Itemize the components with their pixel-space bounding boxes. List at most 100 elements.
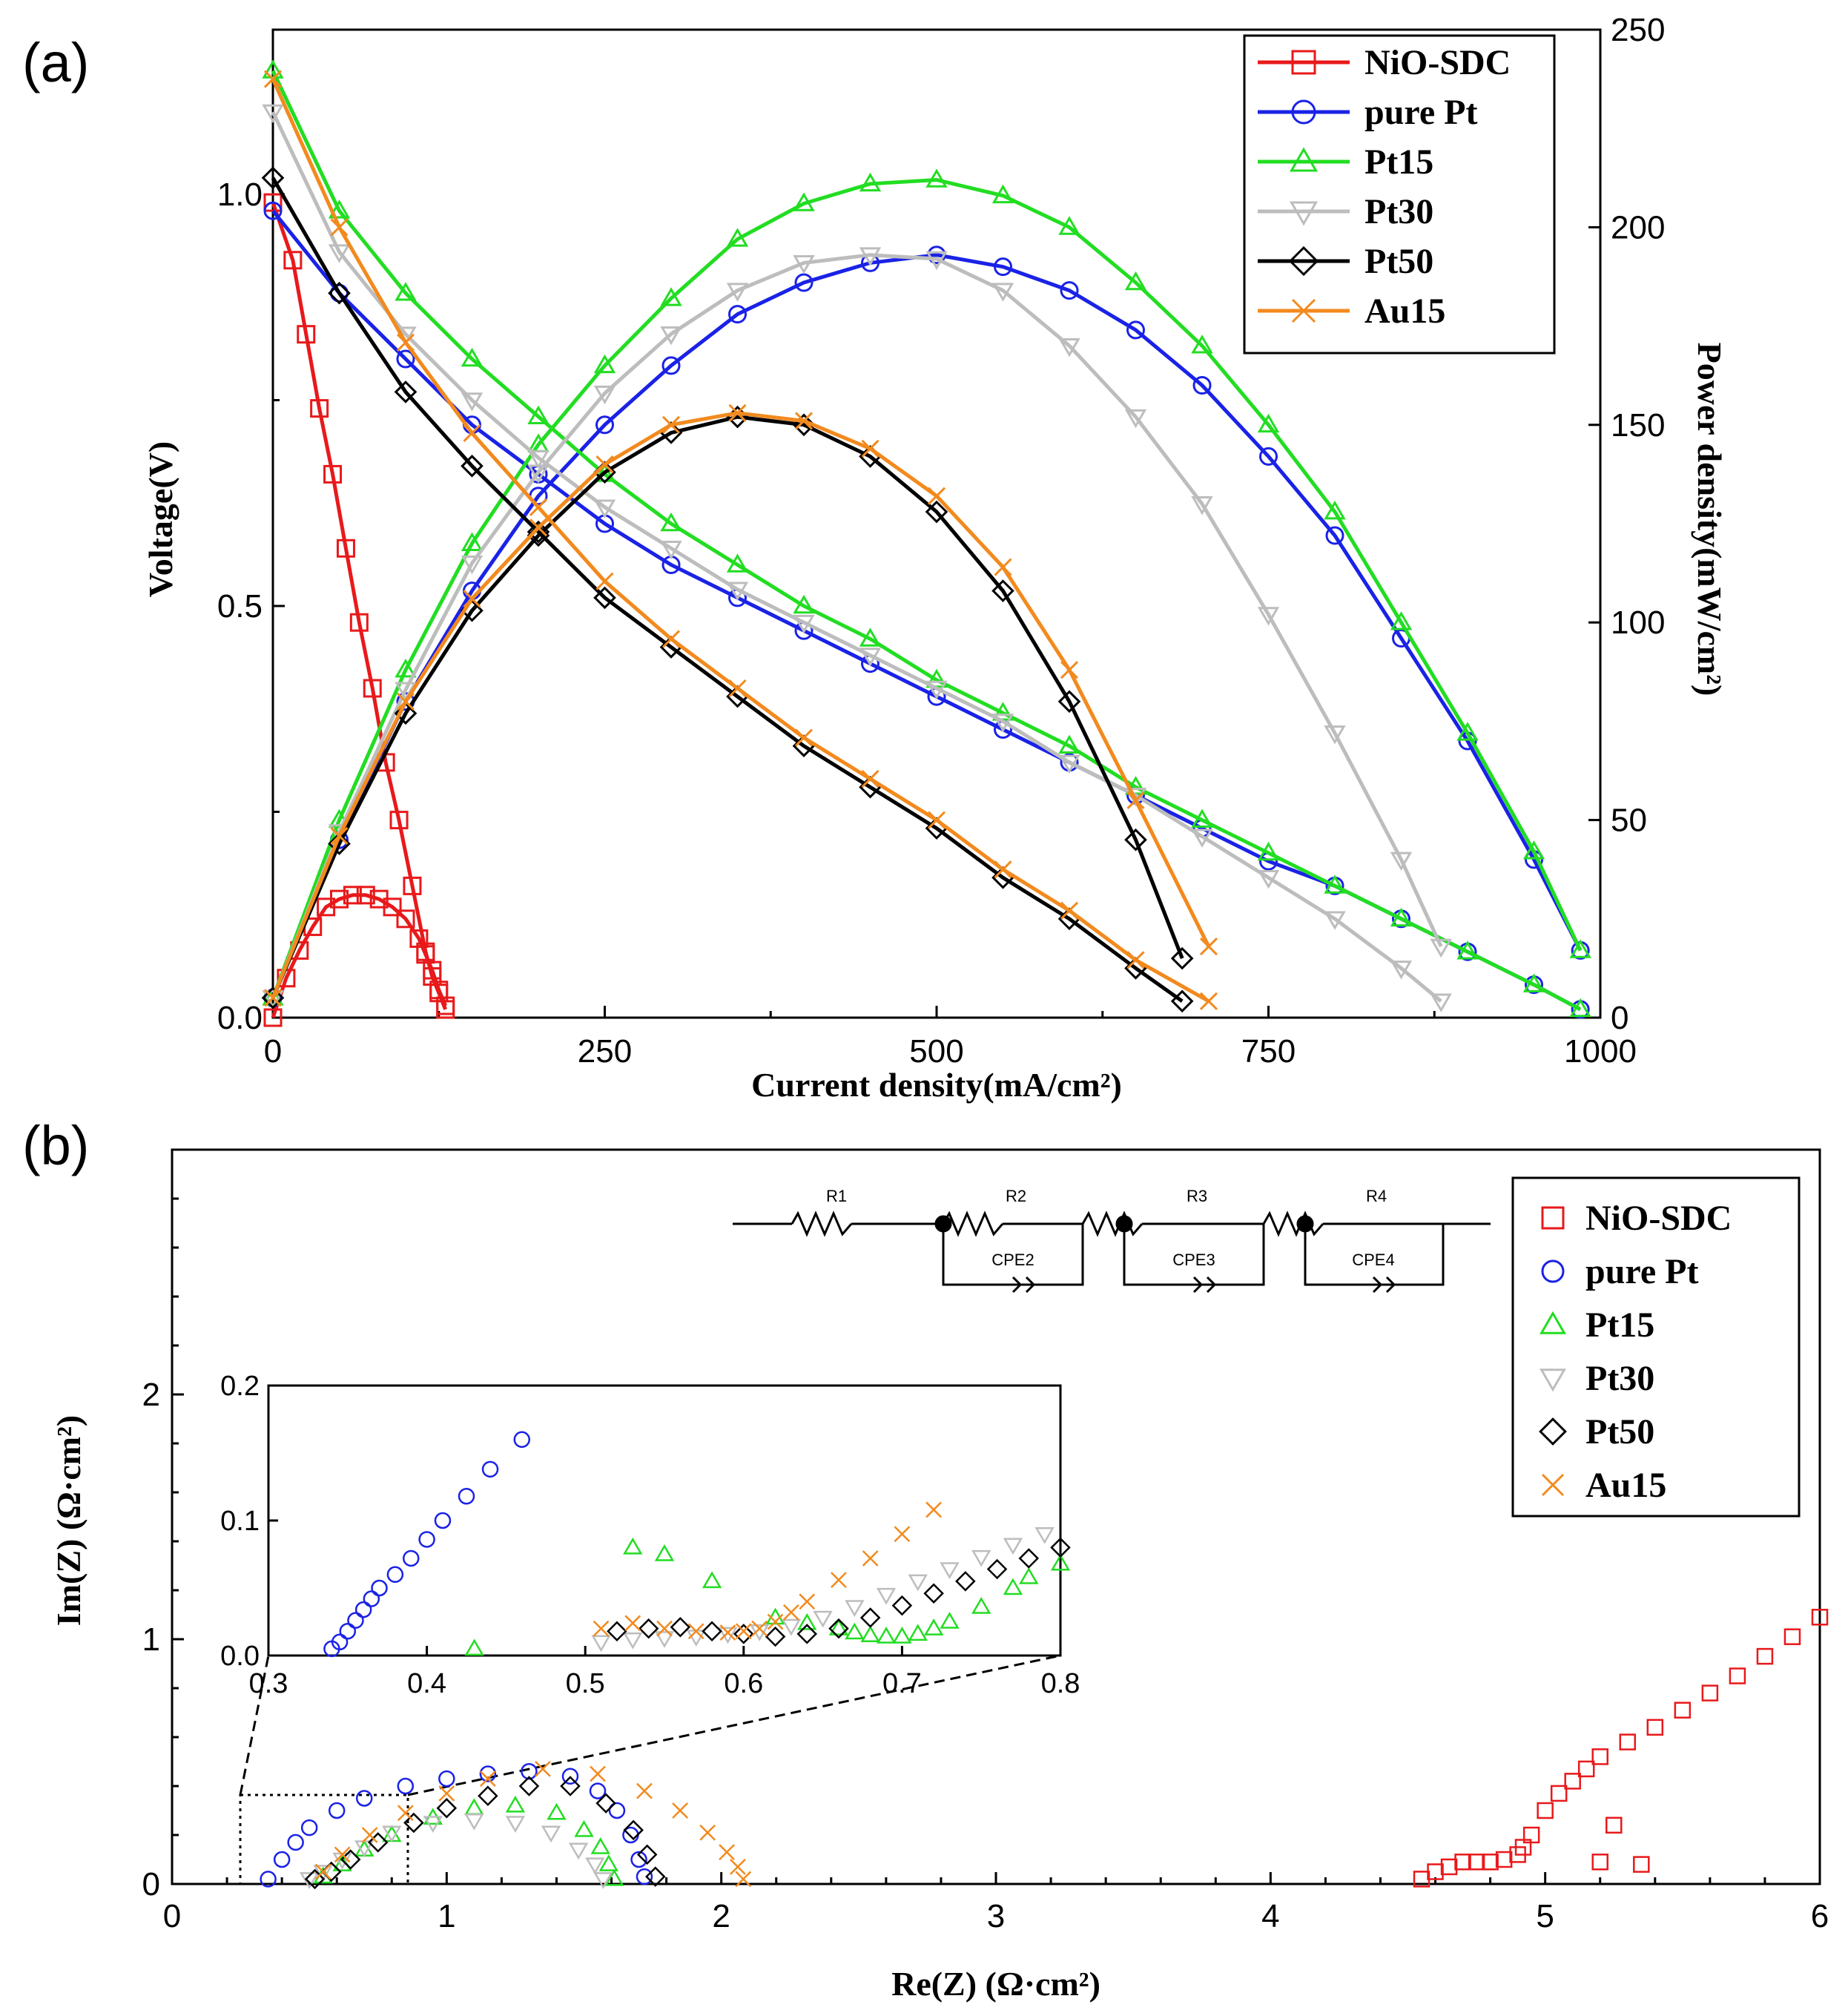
inset-point-pt30 (908, 1574, 928, 1592)
axis-ticks-a: 0 250 500 750 1000 0.0 0.5 1.0 0 50 100 150 200 250 (217, 12, 1666, 1070)
inset-point-pt15 (845, 1622, 865, 1640)
x-axis-title-a: Current density(mA/cm²) (751, 1066, 1122, 1104)
power-point-pt15 (593, 354, 616, 374)
legend-a: NiO-SDC pure Pt Pt15 Pt30 Pt50 Au15 (1243, 34, 1556, 355)
voltage-point-au15 (463, 424, 481, 442)
voltage-point-pt30 (1430, 993, 1452, 1012)
nyquist-point-pt50 (636, 1844, 658, 1865)
voltage-point-au15 (1199, 992, 1218, 1010)
nyquist-point-nio-sdc (1564, 1773, 1581, 1790)
inset-point-pt50 (1050, 1537, 1071, 1558)
y-tick-label-a: 0.0 (217, 1000, 263, 1036)
nyquist-point-pure-pt (355, 1790, 373, 1807)
nyquist-point-nio-sdc (1454, 1854, 1471, 1871)
circuit-label-r3: R3 (1187, 1187, 1207, 1205)
nyquist-point-nio-sdc (1674, 1702, 1692, 1719)
nyquist-point-pure-pt (608, 1802, 626, 1819)
inset-x-tick-label: 0.6 (724, 1668, 763, 1699)
power-point-pure-pt (794, 273, 814, 292)
nyquist-point-nio-sdc (1550, 1785, 1568, 1802)
inset-point-pt15 (797, 1613, 817, 1630)
nyquist-point-au15 (672, 1802, 689, 1819)
nyquist-point-pt15 (574, 1819, 594, 1837)
inset-point-pt50 (859, 1607, 881, 1628)
power-line-pt15 (271, 177, 1583, 999)
power-point-au15 (927, 487, 946, 505)
power-point-pt30 (726, 283, 749, 302)
power-point-pure-pt (1259, 447, 1278, 466)
voltage-point-pt30 (726, 582, 749, 601)
voltage-point-pt15 (527, 405, 550, 424)
nyquist-point-au15 (361, 1827, 378, 1843)
power-point-au15 (463, 590, 481, 608)
legend-a-label: NiO-SDC (1364, 43, 1511, 82)
voltage-point-pt15 (328, 200, 351, 219)
power-point-nio-sdc (330, 889, 349, 909)
inset-point-pure-pt (458, 1487, 475, 1505)
legend-a-label: Pt15 (1364, 142, 1433, 182)
nyquist-point-nio-sdc (1495, 1851, 1513, 1868)
power-point-pure-pt (728, 305, 747, 324)
inset-point-pt15 (876, 1627, 897, 1644)
voltage-point-pure-pt (263, 201, 283, 220)
inset-point-au15 (894, 1526, 911, 1543)
voltage-line-pt30 (271, 111, 1442, 1003)
inset-point-pt15 (971, 1596, 991, 1614)
nyquist-point-au15 (479, 1770, 496, 1787)
y-tick-label-b: 0 (142, 1866, 160, 1903)
inset-point-pt30 (591, 1635, 611, 1653)
nyquist-point-nio-sdc (1633, 1856, 1650, 1873)
nyquist-point-nio-sdc (1468, 1854, 1485, 1871)
x-tick-label-a: 1000 (1564, 1033, 1637, 1070)
nyquist-point-pure-pt (630, 1851, 647, 1868)
power-point-pt30 (1191, 496, 1213, 515)
x-axis-title-b: Re(Z) (Ω·cm²) (891, 1965, 1100, 2003)
power-point-au15 (595, 455, 614, 474)
voltage-point-au15 (595, 572, 614, 590)
y2-axis-title-a: Power density(mW/cm²) (1691, 343, 1729, 696)
voltage-point-pt15 (461, 347, 484, 367)
nyquist-point-pure-pt (260, 1871, 277, 1888)
nyquist-point-au15 (636, 1782, 653, 1799)
nyquist-point-pt50 (595, 1793, 616, 1814)
inset-plot-area (267, 1384, 1062, 1657)
power-point-nio-sdc (396, 909, 415, 929)
legend-b-label: Au15 (1585, 1466, 1666, 1505)
inset-point-pt15 (923, 1618, 944, 1635)
voltage-point-nio-sdc (389, 811, 409, 830)
zoom-connector-left (239, 1655, 270, 1796)
inset-point-pure-pt (402, 1549, 420, 1567)
inset-point-pure-pt (354, 1601, 372, 1618)
legend-b-marker (1541, 1206, 1565, 1230)
nyquist-point-pt15 (598, 1854, 618, 1871)
voltage-point-nio-sdc (310, 399, 329, 418)
legend-b: NiO-SDC pure Pt Pt15 Pt30 Pt50 Au15 (1511, 1176, 1801, 1518)
inset-point-pure-pt (371, 1579, 388, 1597)
inset-x-tick-label: 0.3 (249, 1668, 288, 1699)
inset-point-pt15 (1050, 1553, 1071, 1571)
inset-point-pt50 (702, 1621, 722, 1642)
inset-point-pure-pt (418, 1531, 435, 1548)
inset-point-au15 (751, 1620, 768, 1637)
legend-b-marker (1539, 1417, 1567, 1446)
series-group-a (261, 59, 1591, 1027)
voltage-point-pt15 (1456, 941, 1479, 960)
voltage-point-pt50 (593, 586, 616, 610)
voltage-point-nio-sdc (323, 464, 343, 484)
nyquist-point-pt15 (590, 1837, 610, 1854)
y-tick-label-b: 2 (142, 1377, 160, 1413)
voltage-point-pt15 (1569, 998, 1591, 1018)
voltage-point-pt30 (925, 680, 948, 700)
legend-box-a (1243, 34, 1556, 355)
nyquist-point-au15 (699, 1824, 716, 1841)
nyquist-point-pt50 (645, 1866, 666, 1887)
voltage-point-pure-pt (330, 283, 349, 303)
nyquist-point-pure-pt (287, 1834, 304, 1851)
inset-point-au15 (719, 1624, 736, 1641)
inset-b: 0.3 0.4 0.5 0.6 0.7 0.8 0.0 0.1 0.2 (220, 1371, 1080, 1699)
nyquist-point-nio-sdc (1646, 1719, 1664, 1736)
voltage-point-nio-sdc (403, 876, 422, 895)
inset-point-pt50 (828, 1618, 849, 1639)
series-group-b (260, 1609, 1829, 1890)
nyquist-point-nio-sdc (1537, 1802, 1554, 1819)
